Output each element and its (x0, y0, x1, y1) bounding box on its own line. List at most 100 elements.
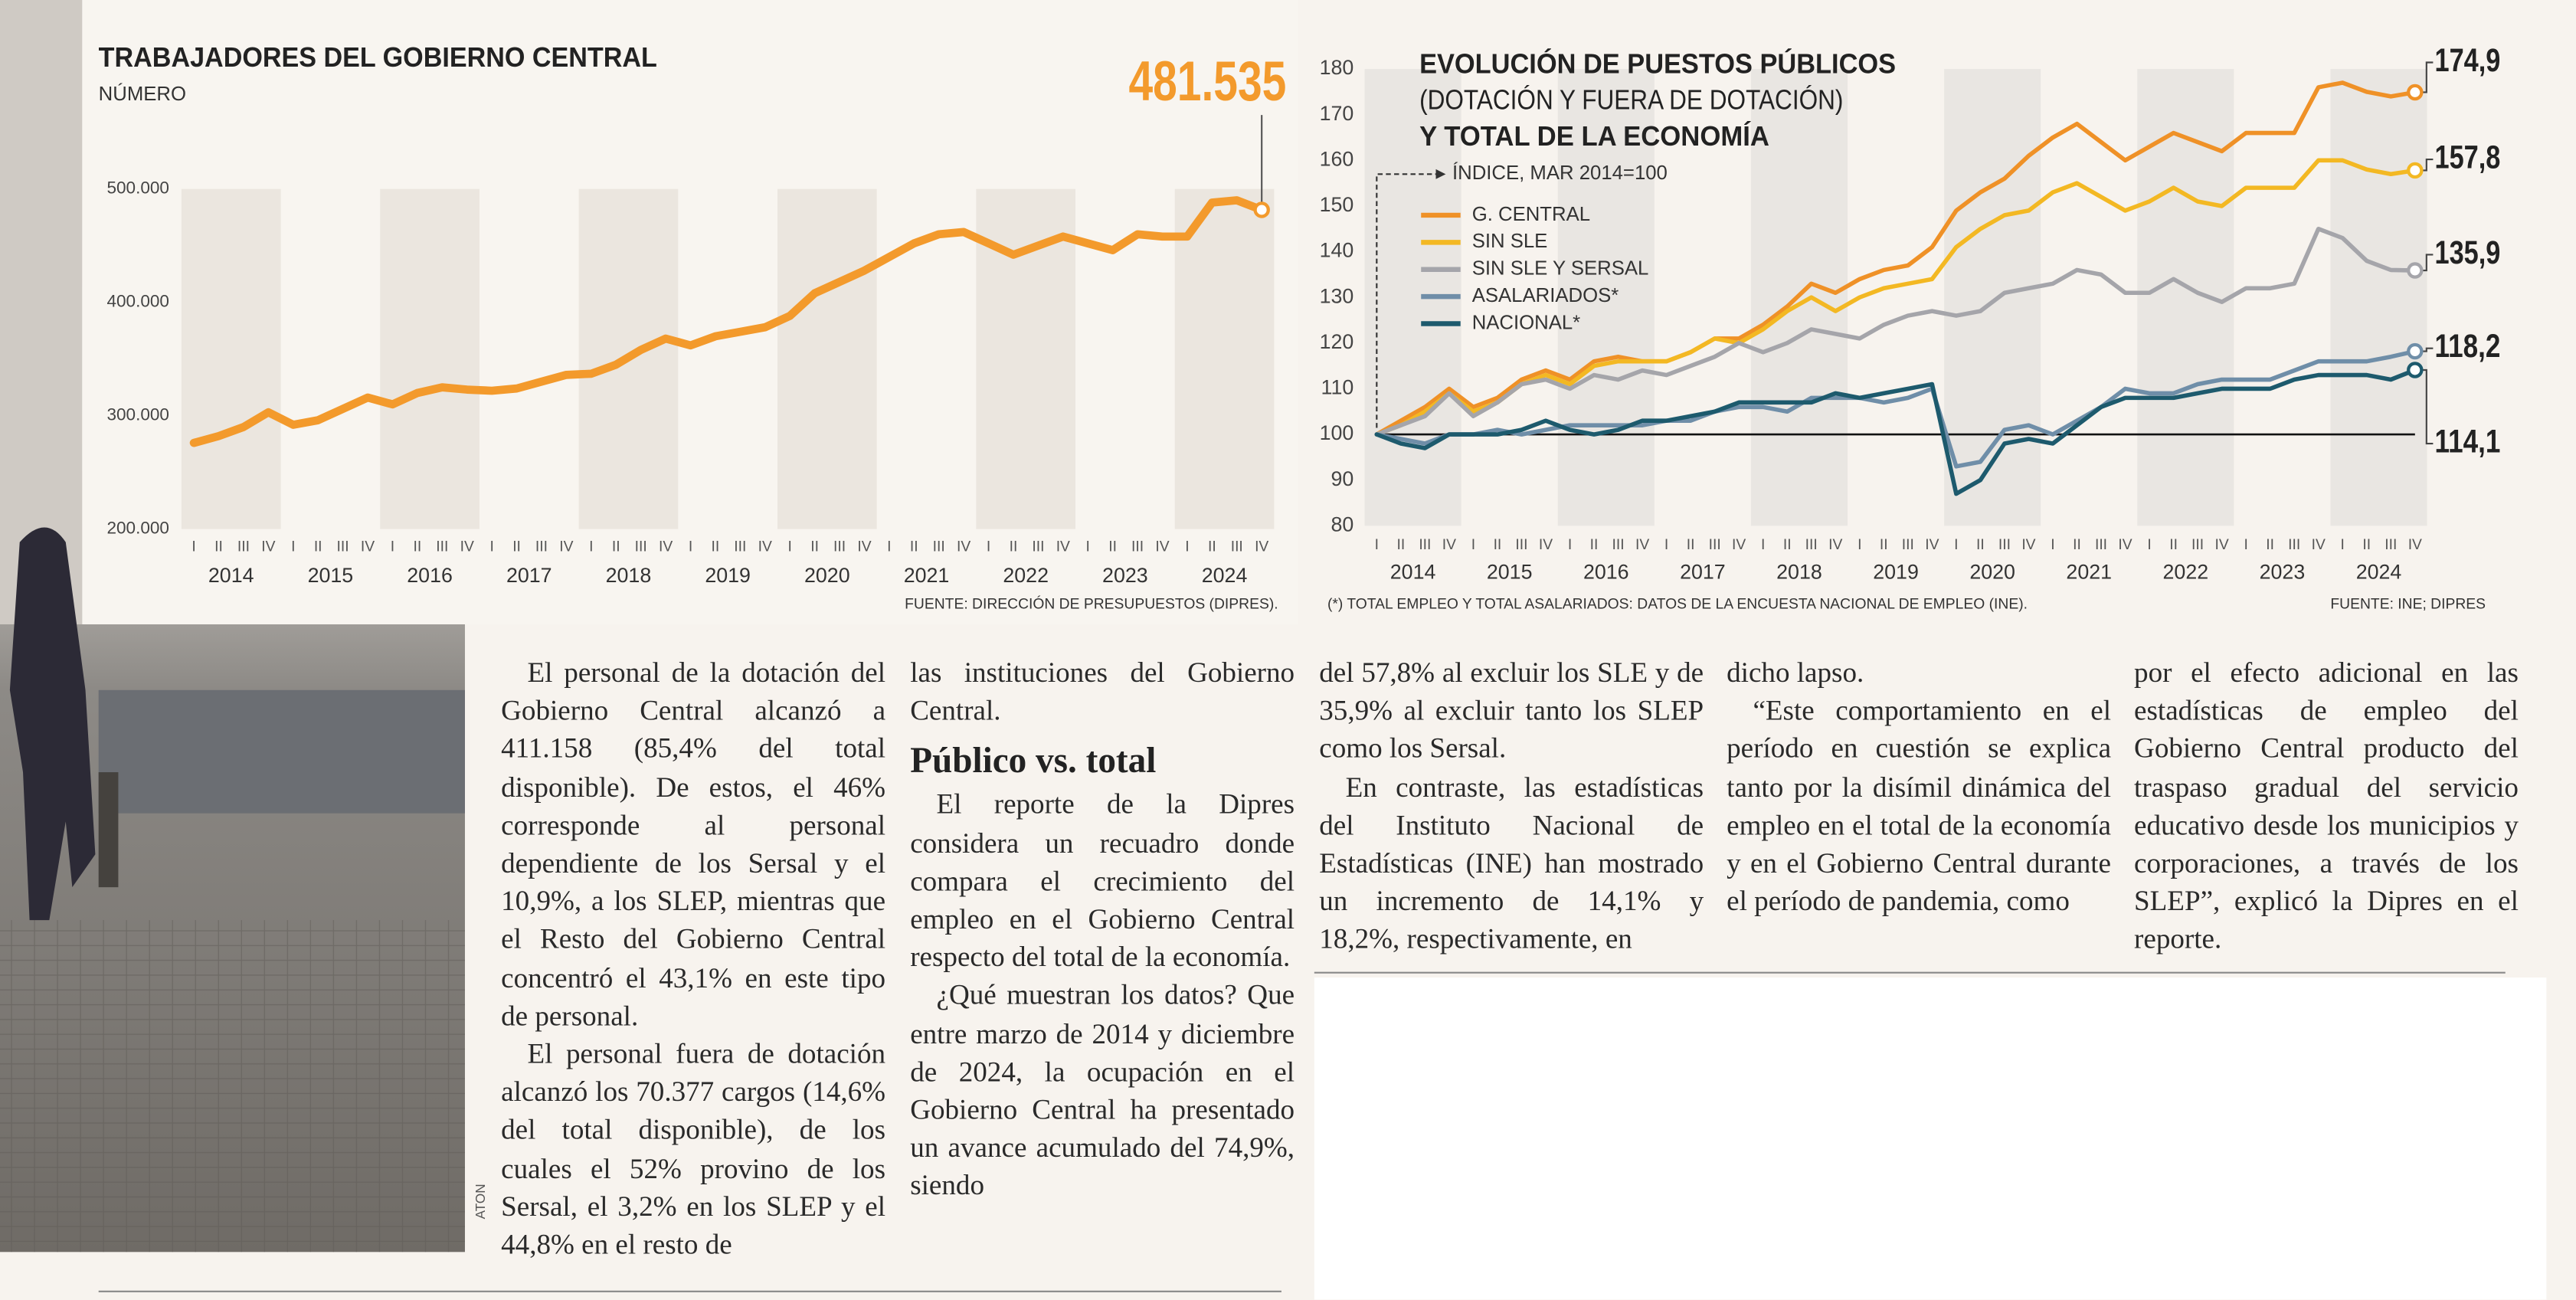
x-tick-label: III (237, 539, 250, 555)
end-point (2407, 362, 2424, 378)
x-tick-label: IV (361, 539, 375, 555)
x-tick-label: IV (1635, 537, 1649, 553)
x-tick-label: I (2147, 537, 2151, 553)
value-label: 481.535 (1128, 51, 1286, 113)
paragraph: El personal de la dotación del Gobierno … (501, 657, 886, 1032)
year-label: 2024 (2356, 561, 2402, 584)
y-tick-label: 400.000 (107, 292, 169, 311)
label-bracket (2421, 368, 2434, 445)
x-tick-label: I (191, 539, 195, 555)
x-tick-label: II (1687, 537, 1695, 553)
x-tick-label: I (987, 539, 990, 555)
x-tick-label: I (1185, 539, 1189, 555)
x-tick-label: II (910, 539, 918, 555)
legend-label: SIN SLE Y SERSAL (1472, 258, 1649, 280)
x-tick-label: III (734, 539, 746, 555)
year-label: 2019 (1873, 561, 1919, 584)
x-tick-label: IV (460, 539, 474, 555)
y-tick-label: 170 (1320, 102, 1354, 125)
y-tick-label: 90 (1331, 467, 1353, 490)
legend-label: NACIONAL* (1472, 312, 1581, 333)
legend-label: SIN SLE (1472, 231, 1548, 252)
x-tick-label: II (1783, 537, 1792, 553)
label-bracket (2421, 254, 2434, 272)
value-label: 118,2 (2435, 328, 2501, 365)
paragraph: por el efecto adicional en las estadísti… (2134, 657, 2519, 956)
label-bracket (2421, 347, 2434, 352)
x-tick-label: III (1902, 537, 1914, 553)
year-band (1174, 188, 1275, 529)
x-tick-label: II (314, 539, 322, 555)
x-tick-label: III (2191, 537, 2204, 553)
x-tick-label: II (1010, 539, 1018, 555)
x-tick-label: I (589, 539, 593, 555)
x-tick-label: I (1858, 537, 1861, 553)
article-column: El personal de la dotación del Gobierno … (501, 654, 885, 1264)
x-tick-label: II (1208, 539, 1216, 555)
year-label: 2024 (1202, 564, 1248, 587)
paragraph: El personal fuera de dotación alcanzó lo… (501, 1038, 886, 1261)
y-tick-label: 200.000 (107, 519, 169, 538)
x-tick-label: IV (1155, 539, 1169, 555)
x-tick-label: IV (1828, 537, 1842, 553)
x-tick-label: II (1590, 537, 1599, 553)
paragraph: las instituciones del Gobierno Central. (910, 657, 1295, 727)
x-tick-label: III (1032, 539, 1044, 555)
legend-label: G. CENTRAL (1472, 204, 1590, 225)
x-tick-label: III (1805, 537, 1818, 553)
year-label: 2014 (1390, 561, 1436, 584)
year-band (181, 188, 281, 529)
year-label: 2019 (705, 564, 751, 587)
end-point (2407, 262, 2424, 279)
x-tick-label: III (1231, 539, 1243, 555)
end-point (2407, 84, 2424, 101)
x-tick-label: I (1664, 537, 1668, 553)
source: FUENTE: DIRECCIÓN DE PRESUPUESTOS (DIPRE… (905, 594, 1278, 612)
line-series (189, 196, 1266, 447)
x-tick-label: III (2288, 537, 2300, 553)
paragraph: dicho lapso. (1727, 657, 1864, 689)
y-axis-label: NÚMERO (99, 83, 186, 105)
x-tick-label: III (535, 539, 548, 555)
x-tick-label: III (833, 539, 846, 555)
article-column: las instituciones del Gobierno Central. P… (910, 654, 1295, 1206)
chart-title: (DOTACIÓN Y FUERA DE DOTACIÓN) (1419, 84, 1843, 116)
x-tick-label: II (2362, 537, 2371, 553)
y-tick-label: 500.000 (107, 178, 169, 198)
line-series (1374, 80, 2417, 437)
x-tick-label: IV (1056, 539, 1070, 555)
x-tick-label: II (810, 539, 819, 555)
y-axis-label: ÍNDICE, MAR 2014=100 (1452, 162, 1668, 184)
y-tick-label: 160 (1320, 147, 1354, 170)
x-tick-label: III (337, 539, 349, 555)
paragraph: En contraste, las estadísticas del Insti… (1319, 771, 1704, 956)
year-label: 2023 (1102, 564, 1148, 587)
photo-wall (0, 0, 83, 625)
year-label: 2016 (1583, 561, 1629, 584)
x-tick-label: I (1954, 537, 1958, 553)
x-tick-label: II (612, 539, 620, 555)
year-band (380, 188, 480, 529)
x-tick-label: I (1375, 537, 1379, 553)
x-tick-label: I (1086, 539, 1090, 555)
x-tick-label: II (2169, 537, 2178, 553)
y-tick-label: 80 (1331, 512, 1353, 535)
index-arrow (1376, 173, 1436, 428)
year-label: 2020 (804, 564, 850, 587)
x-tick-label: IV (857, 539, 871, 555)
x-tick-label: II (1880, 537, 1888, 553)
x-tick-label: III (635, 539, 647, 555)
photo-pavement (0, 920, 465, 1253)
x-tick-label: I (787, 539, 791, 555)
x-tick-label: III (1998, 537, 2011, 553)
arrow-head (1435, 169, 1446, 179)
line-series (1374, 158, 2417, 437)
year-label: 2021 (904, 564, 950, 587)
x-tick-label: II (1976, 537, 1985, 553)
y-tick-label: 150 (1320, 193, 1354, 216)
y-tick-label: 100 (1320, 421, 1354, 444)
label-bracket (2421, 158, 2434, 172)
year-label: 2017 (1680, 561, 1726, 584)
year-label: 2021 (2066, 561, 2112, 584)
paragraph: ¿Qué muestran los datos? Que entre marzo… (910, 980, 1295, 1202)
